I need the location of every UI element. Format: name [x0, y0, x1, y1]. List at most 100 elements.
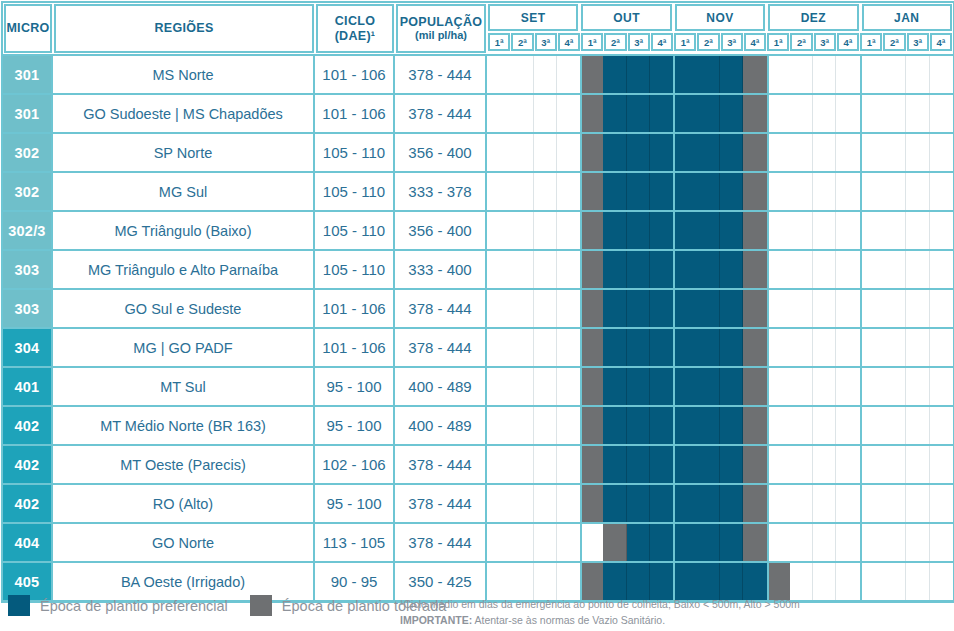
- timeline-cell-preferencial: [697, 407, 720, 444]
- timeline-cell-empty: [906, 212, 929, 249]
- timeline-cell-preferencial: [673, 212, 696, 249]
- timeline-cell-empty: [836, 368, 859, 405]
- timeline-cell-preferencial: [673, 446, 696, 483]
- timeline-cell-preferencial: [673, 56, 696, 93]
- timeline-cell-empty: [813, 407, 836, 444]
- timeline-cell-preferencial: [720, 212, 743, 249]
- timeline-cell-preferencial: [673, 329, 696, 366]
- timeline-cell-empty: [534, 251, 557, 288]
- ciclo-value: 95 - 100: [315, 368, 395, 405]
- header-micro-label: MICRO: [6, 21, 49, 35]
- timeline-cell-tolerada: [580, 173, 603, 210]
- timeline-cell-preferencial: [697, 212, 720, 249]
- timeline-cell-tolerada: [743, 290, 766, 327]
- timeline-cell-empty: [860, 212, 883, 249]
- table-row: 301GO Sudoeste | MS Chapadões101 - 10637…: [3, 93, 953, 132]
- timeline-cell-preferencial: [603, 446, 626, 483]
- timeline-cell-empty: [836, 134, 859, 171]
- timeline-cell-empty: [860, 329, 883, 366]
- timeline-cell-preferencial: [720, 524, 743, 561]
- timeline-cell-preferencial: [673, 524, 696, 561]
- footnotes: ¹Ciclo médio em dias da emergência ao po…: [400, 597, 800, 629]
- timeline-cell-preferencial: [650, 563, 673, 600]
- table-row: 302SP Norte105 - 110356 - 400: [3, 132, 953, 171]
- timeline-cell-empty: [767, 56, 790, 93]
- timeline-cell-empty: [836, 446, 859, 483]
- micro-code: 302: [3, 134, 53, 171]
- timeline-cell-preferencial: [720, 368, 743, 405]
- legend: Época de plantio preferencial Época de p…: [8, 595, 446, 616]
- month-header-jan: JAN: [862, 4, 952, 31]
- timeline-cell-empty: [557, 56, 580, 93]
- timeline-cell-empty: [557, 251, 580, 288]
- timeline-cell-empty: [557, 95, 580, 132]
- timeline-cell-empty: [883, 446, 906, 483]
- timeline-cell-empty: [906, 251, 929, 288]
- timeline-cell-empty: [930, 56, 953, 93]
- timeline-cell-empty: [557, 563, 580, 600]
- timeline-cell-empty: [836, 212, 859, 249]
- timeline-cell-preferencial: [627, 446, 650, 483]
- timeline-cell-empty: [790, 368, 813, 405]
- timeline-cell-preferencial: [720, 563, 743, 600]
- planting-timeline: [487, 329, 953, 366]
- timeline-cell-preferencial: [603, 563, 626, 600]
- week-header: 1ª: [488, 33, 510, 51]
- timeline-cell-empty: [767, 95, 790, 132]
- timeline-cell-preferencial: [650, 446, 673, 483]
- planting-timeline: [487, 407, 953, 444]
- timeline-cell-tolerada: [580, 134, 603, 171]
- header-ciclo: CICLO (DAE)¹: [316, 4, 394, 53]
- timeline-cell-preferencial: [650, 329, 673, 366]
- timeline-cell-empty: [534, 368, 557, 405]
- timeline-cell-empty: [836, 290, 859, 327]
- timeline-cell-preferencial: [650, 290, 673, 327]
- timeline-cell-empty: [790, 485, 813, 522]
- timeline-cell-empty: [836, 407, 859, 444]
- timeline-cell-preferencial: [603, 329, 626, 366]
- timeline-cell-empty: [930, 524, 953, 561]
- timeline-cell-empty: [906, 563, 929, 600]
- timeline-cell-empty: [557, 524, 580, 561]
- timeline-cell-empty: [883, 134, 906, 171]
- region-name: MS Norte: [53, 56, 315, 93]
- month-header-set: SET: [488, 4, 578, 31]
- populacao-value: 400 - 489: [395, 407, 487, 444]
- table-row: 302/3MG Triângulo (Baixo)105 - 110356 - …: [3, 210, 953, 249]
- table-row: 401MT Sul95 - 100400 - 489: [3, 366, 953, 405]
- planting-timeline: [487, 563, 953, 600]
- timeline-cell-empty: [883, 290, 906, 327]
- timeline-cell-empty: [790, 95, 813, 132]
- timeline-cell-tolerada: [580, 212, 603, 249]
- timeline-cell-empty: [813, 524, 836, 561]
- timeline-cell-empty: [510, 446, 533, 483]
- timeline-cell-empty: [813, 329, 836, 366]
- micro-code: 402: [3, 407, 53, 444]
- timeline-cell-empty: [790, 446, 813, 483]
- timeline-cell-empty: [534, 173, 557, 210]
- week-header: 2ª: [604, 33, 626, 51]
- timeline-cell-preferencial: [673, 134, 696, 171]
- timeline-cell-preferencial: [603, 134, 626, 171]
- region-name: MT Oeste (Parecis): [53, 446, 315, 483]
- timeline-cell-empty: [836, 485, 859, 522]
- timeline-cell-empty: [557, 134, 580, 171]
- timeline-cell-empty: [906, 134, 929, 171]
- timeline-cell-empty: [510, 329, 533, 366]
- timeline-cell-empty: [534, 446, 557, 483]
- timeline-cell-preferencial: [650, 524, 673, 561]
- timeline-cell-tolerada: [743, 212, 766, 249]
- timeline-cell-tolerada: [580, 329, 603, 366]
- timeline-cell-empty: [767, 212, 790, 249]
- timeline-cell-preferencial: [673, 368, 696, 405]
- timeline-cell-empty: [534, 485, 557, 522]
- timeline-cell-empty: [813, 251, 836, 288]
- timeline-cell-preferencial: [627, 134, 650, 171]
- populacao-value: 378 - 444: [395, 524, 487, 561]
- timeline-cell-preferencial: [650, 212, 673, 249]
- timeline-cell-empty: [487, 56, 510, 93]
- timeline-cell-empty: [510, 95, 533, 132]
- header-populacao-line1: POPULAÇÃO: [400, 15, 483, 29]
- timeline-cell-empty: [930, 485, 953, 522]
- timeline-cell-empty: [860, 56, 883, 93]
